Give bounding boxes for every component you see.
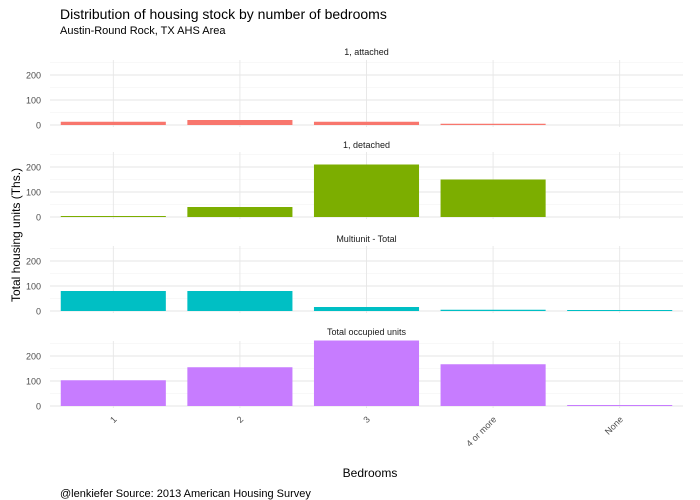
x-tick-label: None [603,414,625,436]
y-tick-label: 100 [26,96,41,106]
y-tick-label: 0 [36,307,41,317]
panel-strip-label: 1, detached [343,140,390,150]
bar [313,340,420,406]
panel-strip-label: 1, attached [344,47,389,57]
bar [313,121,420,125]
chart-caption: @lenkiefer Source: 2013 American Housing… [60,488,311,500]
chart-subtitle: Austin-Round Rock, TX AHS Area [60,25,226,37]
x-tick-label: 2 [235,414,246,425]
x-tick-label: 1 [108,414,119,425]
bar [187,367,293,406]
x-tick-label: 4 or more [464,414,498,448]
y-tick-label: 200 [26,163,41,173]
y-tick-label: 200 [26,352,41,362]
bar [440,123,546,125]
y-tick-label: 200 [26,257,41,267]
bar [313,164,420,217]
bar [567,405,673,406]
bar [187,291,293,311]
y-tick-label: 100 [26,188,41,198]
y-tick-label: 0 [36,402,41,412]
bar [440,309,546,311]
bar [60,216,166,217]
x-tick-label: 3 [361,414,372,425]
bar [60,380,166,406]
y-tick-label: 0 [36,121,41,131]
bar [440,179,546,217]
bar [313,307,420,311]
panel-strip-label: Total occupied units [327,327,407,337]
bar [60,291,166,311]
bar [187,120,293,125]
bar [187,207,293,217]
y-tick-label: 200 [26,71,41,81]
y-tick-label: 100 [26,377,41,387]
bar [60,121,166,125]
x-axis-label: Bedrooms [342,466,398,480]
panel-strip-label: Multiunit - Total [336,234,396,244]
y-tick-label: 100 [26,282,41,292]
chart-title: Distribution of housing stock by number … [60,6,387,22]
bar [440,364,546,406]
bar [567,310,673,311]
y-tick-label: 0 [36,213,41,223]
